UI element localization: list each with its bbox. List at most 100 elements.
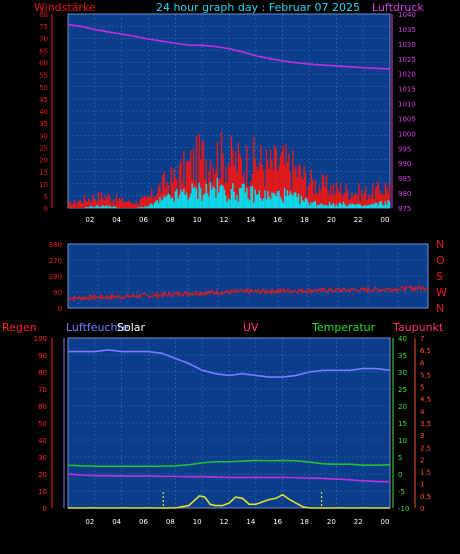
temperature-line <box>67 459 391 467</box>
x-tick-label: 06 <box>139 216 148 224</box>
rain-tick-label: 60 <box>38 403 47 411</box>
uv-tick-label: 3,5 <box>420 420 431 428</box>
rain-tick-label: 40 <box>38 437 47 445</box>
compass-tick-label: N <box>436 302 444 315</box>
x-tick-label: 12 <box>220 518 229 526</box>
uv-tick-label: 1,5 <box>420 469 431 477</box>
wind-tick-label: 45 <box>39 96 48 104</box>
pressure-tick-label: 975 <box>398 205 411 213</box>
temperature-tick-label: 10 <box>398 437 407 445</box>
compass-tick-label: O <box>436 254 445 267</box>
wind-tick-label: 15 <box>39 169 48 177</box>
x-tick-label: 04 <box>112 216 121 224</box>
x-tick-label: 22 <box>354 518 363 526</box>
x-tick-label: 14 <box>246 216 255 224</box>
wind-tick-label: 20 <box>39 157 48 165</box>
temperature-axis-title: Temperatur <box>311 321 376 334</box>
compass-tick-label: S <box>436 270 443 283</box>
uv-tick-label: 5 <box>420 384 424 392</box>
humidity-line <box>68 349 391 378</box>
wind-tick-label: 60 <box>39 60 48 68</box>
uv-tick-label: 5,5 <box>420 371 431 379</box>
temperature-tick-label: 40 <box>398 335 407 343</box>
pressure-tick-label: 1005 <box>398 115 416 123</box>
rain-tick-label: 80 <box>38 369 47 377</box>
temperature-tick-label: -5 <box>398 488 405 496</box>
uv-tick-label: 4 <box>420 408 425 416</box>
pressure-tick-label: 1015 <box>398 86 416 94</box>
compass-tick-label: N <box>436 238 444 251</box>
uv-tick-label: 6 <box>420 359 425 367</box>
rain-tick-label: 30 <box>38 454 47 462</box>
pressure-tick-label: 1010 <box>398 101 416 109</box>
x-tick-label: 20 <box>327 216 336 224</box>
pressure-tick-label: 995 <box>398 145 411 153</box>
x-tick-label: 06 <box>139 518 148 526</box>
pressure-tick-label: 1025 <box>398 56 416 64</box>
wind-tick-label: 40 <box>39 108 48 116</box>
uv-tick-label: 0 <box>420 505 424 513</box>
x-tick-label: 12 <box>220 216 229 224</box>
pressure-tick-label: 1040 <box>398 11 416 19</box>
temperature-tick-label: 0 <box>398 471 402 479</box>
wind-tick-label: 65 <box>39 47 48 55</box>
uv-line <box>68 493 390 509</box>
temperature-tick-label: 15 <box>398 420 407 428</box>
direction-tick-label: 360 <box>49 241 62 249</box>
temperature-tick-label: 30 <box>398 369 407 377</box>
uv-label: UV <box>243 321 259 334</box>
pressure-axis-title: Luftdruck <box>372 1 424 14</box>
wind-tick-label: 0 <box>44 205 48 213</box>
uv-tick-label: 0,5 <box>420 493 431 501</box>
direction-tick-label: 90 <box>53 289 62 297</box>
wind-tick-label: 5 <box>44 193 48 201</box>
wind-tick-label: 30 <box>39 132 48 140</box>
rain-tick-label: 10 <box>38 488 47 496</box>
temperature-tick-label: -10 <box>398 505 409 513</box>
temperature-tick-label: 20 <box>398 403 407 411</box>
rain-tick-label: 100 <box>34 335 47 343</box>
pressure-line <box>67 23 391 70</box>
pressure-tick-label: 985 <box>398 175 411 183</box>
uv-tick-label: 3 <box>420 432 424 440</box>
direction-tick-label: 180 <box>49 273 62 281</box>
wind-tick-label: 80 <box>39 11 48 19</box>
gust-series <box>85 177 391 208</box>
x-tick-label: 20 <box>327 518 336 526</box>
solar-label: Solar <box>117 321 146 334</box>
pressure-tick-label: 1035 <box>398 26 416 34</box>
x-tick-label: 14 <box>246 518 255 526</box>
direction-tick-label: 270 <box>49 257 62 265</box>
chart-title: 24 hour graph day : Februar 07 2025 <box>156 1 360 14</box>
wind-tick-label: 75 <box>39 23 48 31</box>
wind-tick-label: 55 <box>39 72 48 80</box>
uv-tick-label: 7 <box>420 335 424 343</box>
pressure-tick-label: 980 <box>398 190 411 198</box>
x-tick-label: 22 <box>354 216 363 224</box>
x-tick-label: 02 <box>85 518 94 526</box>
x-tick-label: 04 <box>112 518 121 526</box>
rain-tick-label: 70 <box>38 386 47 394</box>
temperature-tick-label: 25 <box>398 386 407 394</box>
pressure-tick-label: 990 <box>398 160 411 168</box>
rain-tick-label: 50 <box>38 420 47 428</box>
uv-tick-label: 4,5 <box>420 396 431 404</box>
x-tick-label: 16 <box>273 216 282 224</box>
uv-tick-label: 2 <box>420 456 424 464</box>
x-tick-label: 02 <box>85 216 94 224</box>
pressure-tick-label: 1020 <box>398 71 416 79</box>
temperature-tick-label: 35 <box>398 352 407 360</box>
wind-axis-title: Windstärke <box>34 1 96 14</box>
wind-tick-label: 70 <box>39 35 48 43</box>
pressure-tick-label: 1000 <box>398 130 416 138</box>
humidity-axis-title: Luftfeuchte <box>66 321 129 334</box>
x-tick-label: 18 <box>300 216 309 224</box>
x-tick-label: 08 <box>166 216 175 224</box>
x-tick-label: 18 <box>300 518 309 526</box>
wind-tick-label: 25 <box>39 144 48 152</box>
rain-tick-label: 90 <box>38 352 47 360</box>
temperature-tick-label: 5 <box>398 454 402 462</box>
wind-tick-label: 10 <box>39 181 48 189</box>
compass-tick-label: W <box>436 286 447 299</box>
